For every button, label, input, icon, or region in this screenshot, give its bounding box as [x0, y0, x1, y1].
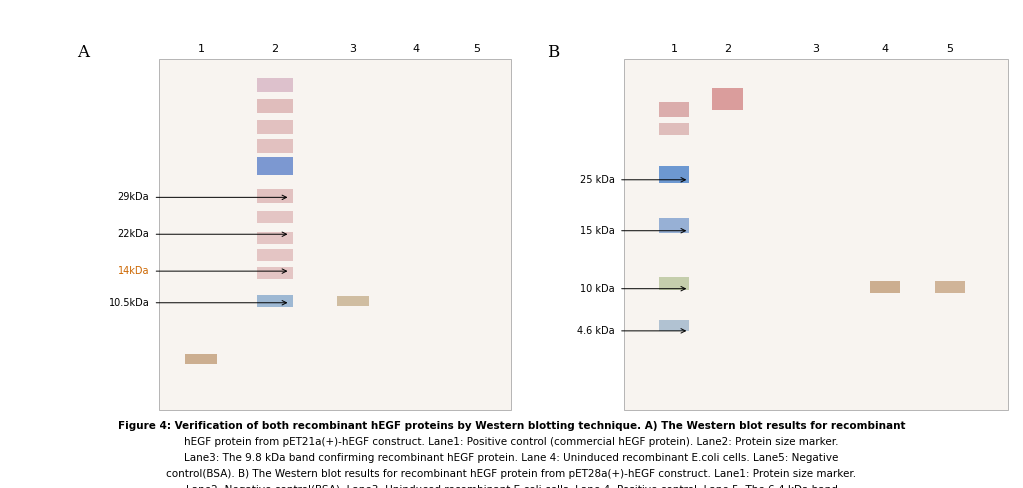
Text: 5: 5: [946, 44, 953, 54]
Bar: [659, 166, 690, 183]
Bar: [258, 295, 293, 307]
Text: 2: 2: [271, 44, 278, 54]
Bar: [659, 122, 690, 135]
Text: 25 kDa: 25 kDa: [580, 175, 615, 185]
Bar: [258, 210, 293, 223]
Text: Lane3: The 9.8 kDa band confirming recombinant hEGF protein. Lane 4: Uninduced r: Lane3: The 9.8 kDa band confirming recom…: [184, 453, 839, 463]
Bar: [258, 157, 293, 175]
Text: 4.6 kDa: 4.6 kDa: [577, 326, 615, 336]
Text: Figure 4: Verification of both recombinant hEGF proteins by Western blotting tec: Figure 4: Verification of both recombina…: [118, 421, 905, 430]
Text: 29kDa: 29kDa: [118, 192, 149, 203]
Text: 2: 2: [724, 44, 731, 54]
Text: 10.5kDa: 10.5kDa: [108, 298, 149, 308]
Bar: [870, 281, 900, 293]
Bar: [659, 320, 690, 331]
Text: B: B: [547, 44, 560, 61]
Text: 15 kDa: 15 kDa: [580, 226, 615, 236]
Text: 22kDa: 22kDa: [118, 229, 149, 239]
Text: 3: 3: [812, 44, 819, 54]
Bar: [258, 140, 293, 153]
Text: 3: 3: [349, 44, 356, 54]
Bar: [659, 218, 690, 233]
Text: 10 kDa: 10 kDa: [580, 284, 615, 294]
Bar: [258, 232, 293, 244]
Text: 5: 5: [473, 44, 480, 54]
Text: 4: 4: [412, 44, 419, 54]
Text: 1: 1: [197, 44, 205, 54]
Text: 1: 1: [670, 44, 677, 54]
Text: 4: 4: [882, 44, 888, 54]
Bar: [159, 59, 511, 410]
Bar: [258, 78, 293, 92]
Bar: [712, 88, 743, 109]
Text: hEGF protein from pET21a(+)-hEGF construct. Lane1: Positive control (commercial : hEGF protein from pET21a(+)-hEGF constru…: [184, 437, 839, 447]
Bar: [185, 354, 217, 364]
Bar: [258, 120, 293, 134]
Bar: [258, 267, 293, 279]
Bar: [624, 59, 1008, 410]
Bar: [258, 249, 293, 262]
Bar: [659, 102, 690, 117]
Bar: [258, 99, 293, 113]
Text: Lane2: Negative control(BSA). Lane3: Uninduced recombinant E.coli cells. Lane 4:: Lane2: Negative control(BSA). Lane3: Uni…: [185, 485, 838, 488]
Bar: [258, 188, 293, 203]
Bar: [935, 281, 966, 293]
Text: 14kDa: 14kDa: [118, 266, 149, 276]
Text: A: A: [77, 44, 89, 61]
Bar: [337, 296, 368, 306]
Text: control(BSA). B) The Western blot results for recombinant hEGF protein from pET2: control(BSA). B) The Western blot result…: [167, 469, 856, 479]
Bar: [659, 277, 690, 289]
